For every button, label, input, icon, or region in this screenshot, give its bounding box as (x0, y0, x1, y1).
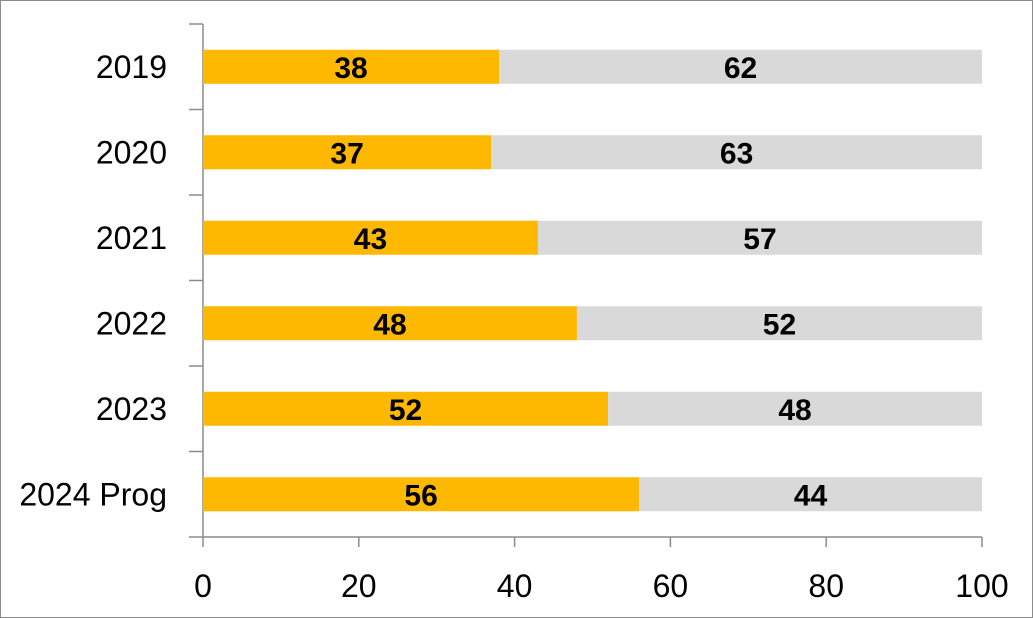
bar-series1 (203, 306, 577, 341)
category-label: 2023 (96, 391, 167, 427)
x-tick-label: 100 (955, 568, 1008, 604)
data-label: 52 (763, 308, 796, 341)
category-label: 2022 (96, 305, 167, 341)
bar-series1 (203, 220, 538, 255)
bar-series1 (203, 477, 640, 512)
category-label: 2024 Prog (19, 476, 167, 512)
labels-layer: 2019 2020 2021 2022 2023 2024 Prog 38 62 37 63 43 5… (19, 49, 827, 513)
x-tick-label: 40 (497, 568, 533, 604)
bar-series1 (203, 135, 492, 170)
data-label: 62 (724, 52, 757, 85)
data-label: 37 (330, 137, 363, 170)
x-tick-label: 0 (194, 568, 212, 604)
bar-series1 (203, 391, 609, 426)
data-label: 48 (373, 308, 406, 341)
axes-layer: 0 20 40 60 80 100 (189, 23, 1009, 604)
bar-series2 (499, 49, 982, 84)
x-tick-label: 60 (653, 568, 689, 604)
bars-layer (203, 49, 982, 512)
category-label: 2021 (96, 220, 167, 256)
x-tick-label: 20 (341, 568, 377, 604)
data-label: 56 (404, 479, 437, 512)
data-label: 43 (354, 223, 387, 256)
bar-series1 (203, 49, 500, 84)
category-label: 2020 (96, 134, 167, 170)
data-label: 63 (720, 137, 753, 170)
category-label: 2019 (96, 49, 167, 85)
bar-series2 (639, 477, 982, 512)
data-label: 44 (794, 479, 828, 512)
data-label: 48 (778, 394, 811, 427)
bar-series2 (576, 306, 982, 341)
bar-series2 (608, 391, 982, 426)
bar-series2 (537, 220, 982, 255)
x-tick-label: 80 (808, 568, 844, 604)
data-label: 57 (743, 223, 776, 256)
data-label: 38 (334, 52, 367, 85)
data-label: 52 (389, 394, 422, 427)
bar-series2 (491, 135, 982, 170)
